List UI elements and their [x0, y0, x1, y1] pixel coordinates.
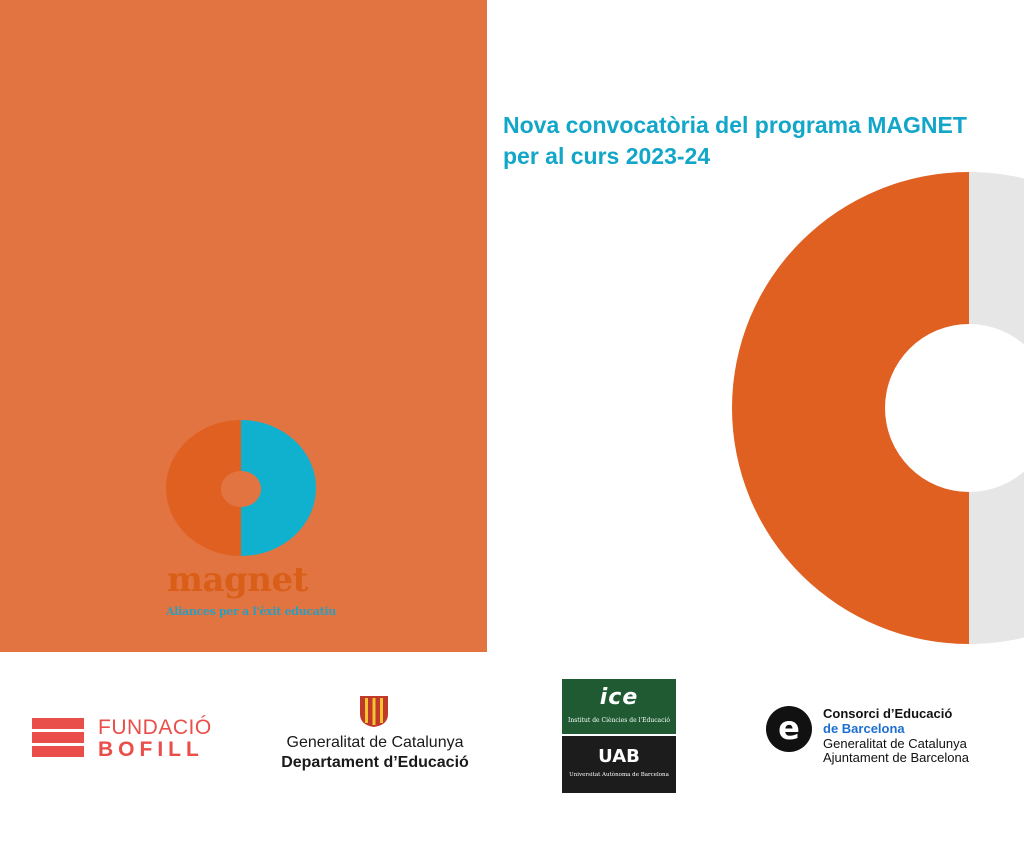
- svg-text:e: e: [778, 709, 800, 747]
- generalitat-shield-icon: [360, 696, 388, 727]
- fundacio-bofill-logo: FUNDACIÓ BOFILL: [32, 716, 232, 761]
- consorci-line-4: Ajuntament de Barcelona: [823, 750, 969, 765]
- bofill-line-1: FUNDACIÓ: [98, 716, 212, 739]
- ice-panel: ice Institut de Ciències de l'Educació: [562, 679, 676, 734]
- uab-mark: UAB: [598, 746, 640, 767]
- decorative-ring-graphic: [732, 172, 1024, 644]
- consorci-line-3: Generalitat de Catalunya: [823, 736, 967, 751]
- consorci-line-1: Consorci d’Educació: [823, 706, 953, 721]
- headline: Nova convocatòria del programa MAGNET pe…: [503, 110, 1003, 172]
- headline-line-1: Nova convocatòria del programa MAGNET: [503, 112, 967, 138]
- uab-subtitle: Universitat Autònoma de Barcelona: [569, 772, 669, 778]
- uab-panel: UAB Universitat Autònoma de Barcelona: [562, 736, 676, 793]
- consorci-line-2: de Barcelona: [823, 721, 905, 736]
- orange-panel: magnet Aliances per a l'èxit educatiu: [0, 0, 487, 652]
- magnet-tagline: Aliances per a l'èxit educatiu: [166, 605, 336, 618]
- consorci-educacio-logo: e Consorci d’Educació de Barcelona Gener…: [764, 704, 1014, 774]
- generalitat-line-2: Departament d’Educació: [281, 754, 469, 771]
- partner-logos: FUNDACIÓ BOFILL Generalitat de Catalunya…: [0, 652, 1024, 844]
- ice-uab-logo: ice Institut de Ciències de l'Educació U…: [562, 679, 676, 793]
- magnet-logo: magnet Aliances per a l'èxit educatiu: [163, 420, 336, 620]
- generalitat-line-1: Generalitat de Catalunya: [286, 734, 464, 751]
- magnet-ring-icon: [166, 420, 316, 556]
- bofill-bars-icon: [32, 718, 84, 758]
- consorci-e-icon: e: [766, 706, 812, 752]
- magnet-wordmark: magnet: [167, 560, 308, 600]
- generalitat-logo: Generalitat de Catalunya Departament d’E…: [260, 694, 490, 784]
- ice-mark: ice: [599, 685, 639, 710]
- ice-subtitle: Institut de Ciències de l'Educació: [567, 717, 671, 724]
- bofill-line-2: BOFILL: [98, 738, 204, 761]
- headline-line-2: per al curs 2023-24: [503, 143, 711, 169]
